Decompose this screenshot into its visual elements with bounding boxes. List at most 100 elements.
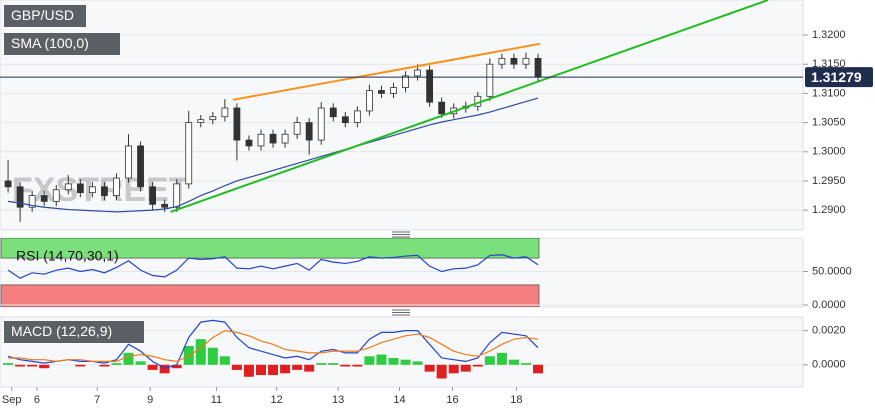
candle-body [76,183,84,194]
y-tick-label: 1.3100 [812,87,846,99]
panel-handle[interactable] [392,231,410,238]
y-tick-label: 1.3050 [812,116,846,128]
y-tick-label: 0.0000 [812,299,846,311]
candle-body [486,63,494,97]
histogram-bar [3,363,14,365]
histogram-bar [123,352,134,365]
candle-body [341,116,349,123]
trendline [170,0,769,213]
histogram-bar [376,354,387,365]
plot-area [0,319,803,379]
x-tick-label: Sep [2,394,22,406]
candle-body [233,107,241,141]
band [0,284,540,307]
candle-body [101,186,108,196]
candle-body [197,119,205,123]
histogram-bar [268,364,279,376]
histogram-bar [533,364,544,374]
histogram-bar [304,364,315,372]
histogram-bar [328,363,339,365]
y-tick-label: 0.0000 [812,359,846,371]
x-tick-label: 16 [446,394,458,406]
candle-body [293,122,301,135]
histogram-bar [280,364,291,374]
y-tick-label: 1.2900 [812,204,846,216]
candle-body [269,133,277,144]
histogram-bar [472,364,483,367]
last-price-label: 1.31279 [811,69,862,85]
candle-body [125,145,132,179]
histogram-bar [424,364,435,372]
histogram-bar [219,356,230,365]
candle-body [438,101,446,115]
histogram-bar [159,364,170,374]
series-line [7,97,539,213]
candle-body [366,90,373,112]
histogram-bar [352,364,363,367]
candle-body [209,116,217,121]
y-tick-label: 1.3200 [812,29,846,41]
histogram-bar [448,364,459,374]
histogram-bar [292,364,303,370]
histogram-bar [183,346,194,365]
histogram-bar [340,364,351,367]
label-box [4,33,120,55]
candle-body [40,195,48,202]
candle-body [498,57,506,65]
histogram-bar [484,356,495,365]
price-panel [0,0,804,231]
y-tick-label: 50.0000 [812,265,852,277]
histogram-bar [111,363,122,365]
candle-body [305,122,313,141]
histogram-bar [195,339,206,365]
candle-body [28,195,36,208]
candle-body [281,133,289,144]
candle-body [353,110,361,123]
band [0,238,540,259]
histogram-bar [27,364,38,367]
histogram-bar [388,357,399,365]
histogram-bar [243,364,254,377]
label-box [4,5,86,27]
histogram-bar [171,364,182,369]
histogram-bar [364,356,375,365]
candle-body [52,189,60,202]
series-line [7,254,539,279]
panel-handle[interactable] [392,309,410,316]
histogram-bar [207,347,218,365]
indicator-label: MACD (12,26,9) [11,323,112,339]
candle-body [64,183,72,191]
plot-area: FXSTREET [0,0,803,222]
histogram-bar [231,364,242,370]
histogram-bar [400,359,411,365]
histogram-bar [75,364,86,367]
histogram-bar [508,359,519,365]
x-tick-label: 18 [510,394,522,406]
candle-body [257,133,265,147]
last-price-box [805,67,873,88]
x-tick-label: 13 [332,394,344,406]
x-tick-label: 12 [271,394,283,406]
candle-body [426,69,434,103]
y-tick-label: 1.3000 [812,146,846,158]
candle-body [390,87,397,94]
histogram-bar [147,364,158,370]
candle-body [329,107,337,118]
x-tick-label: 6 [34,394,40,406]
y-tick-label: 0.0020 [812,325,846,337]
candle-body [317,107,325,141]
histogram-bar [496,352,507,365]
histogram-bar [99,364,110,367]
histogram-bar [412,361,423,365]
candle-body [161,203,169,208]
histogram-bar [15,364,26,367]
candle-body [378,90,385,94]
candle-body [221,107,229,118]
chart-title: GBP/USD [11,7,74,23]
x-tick-label: 14 [393,394,405,406]
x-tick-label: 11 [211,394,222,406]
candle-body [522,57,530,65]
plot-area [0,238,803,307]
